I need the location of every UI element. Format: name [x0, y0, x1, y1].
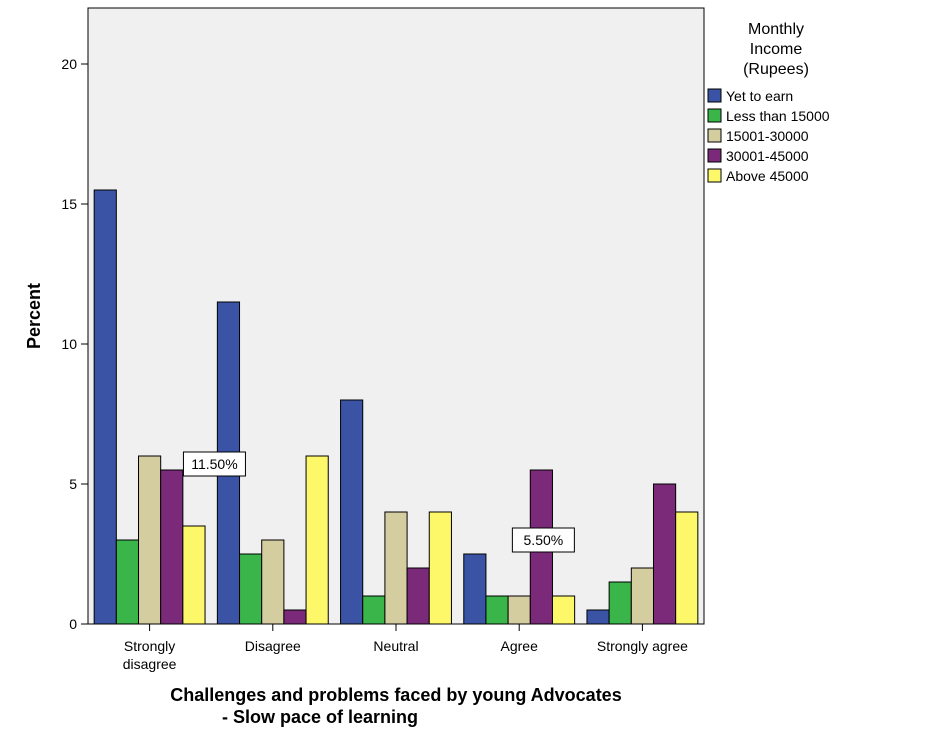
bar — [406, 567, 430, 625]
bar — [507, 595, 531, 625]
bar — [305, 455, 329, 625]
bar — [428, 511, 452, 625]
bar — [182, 525, 206, 625]
x-tick-label: Neutral — [373, 638, 418, 654]
data-label-box — [182, 451, 246, 477]
y-tick-label: 20 — [61, 56, 77, 72]
y-tick-label: 5 — [69, 476, 77, 492]
y-tick-label: 15 — [61, 196, 77, 212]
data-label-box — [511, 527, 575, 553]
data-label: 11.50% — [191, 456, 237, 472]
bar — [630, 567, 654, 625]
x-tick-label: Agree — [501, 638, 539, 654]
x-tick-label: Strongly — [124, 638, 175, 654]
legend: Monthly Income (Rupees) Yet to earn Less … — [707, 21, 830, 184]
legend-label: Yet to earn — [726, 88, 793, 104]
x-axis-title-line-2: - Slow pace of learning — [222, 707, 418, 727]
y-axis: 0 5 10 15 20 — [61, 56, 88, 632]
bar — [340, 399, 364, 625]
bar — [586, 609, 610, 625]
bar — [384, 511, 408, 625]
x-tick-label: Strongly agree — [597, 638, 688, 654]
legend-items: Yet to earn Less than 15000 15001-30000 300… — [707, 88, 830, 184]
x-axis: Strongly disagree Disagree Neutral Agree Stro… — [123, 624, 688, 672]
annotations-group: 11.50% 5.50% — [182, 451, 575, 553]
x-axis-title-line-1: Challenges and problems faced by young A… — [170, 685, 621, 705]
legend-swatch — [707, 168, 722, 183]
bar — [675, 511, 699, 625]
x-tick-label: disagree — [123, 656, 177, 672]
bar — [362, 595, 386, 625]
y-tick-label: 0 — [69, 616, 77, 632]
bar — [608, 581, 632, 625]
bar — [115, 539, 140, 625]
legend-swatch — [707, 88, 722, 103]
legend-title-line-3: (Rupees) — [743, 61, 809, 78]
legend-label: Above 45000 — [726, 168, 809, 184]
bar — [261, 539, 285, 625]
legend-swatch — [707, 128, 722, 143]
data-label: 5.50% — [524, 532, 564, 548]
legend-label: 30001-45000 — [726, 148, 809, 164]
legend-title-line-2: Income — [750, 41, 803, 58]
legend-swatch — [707, 148, 722, 163]
bar — [138, 455, 162, 625]
bar — [93, 189, 117, 625]
legend-label: Less than 15000 — [726, 108, 830, 124]
legend-title-line-1: Monthly — [748, 21, 804, 38]
bar — [551, 595, 576, 625]
bar — [160, 469, 184, 625]
legend-label: 15001-30000 — [726, 128, 809, 144]
bar — [463, 553, 487, 625]
y-axis-title: Percent — [24, 283, 44, 349]
bar — [652, 483, 677, 625]
bar — [283, 609, 307, 625]
bar — [239, 553, 263, 625]
bar — [485, 595, 509, 625]
legend-swatch — [707, 108, 722, 123]
y-tick-label: 10 — [61, 336, 77, 352]
x-tick-label: Disagree — [245, 638, 301, 654]
